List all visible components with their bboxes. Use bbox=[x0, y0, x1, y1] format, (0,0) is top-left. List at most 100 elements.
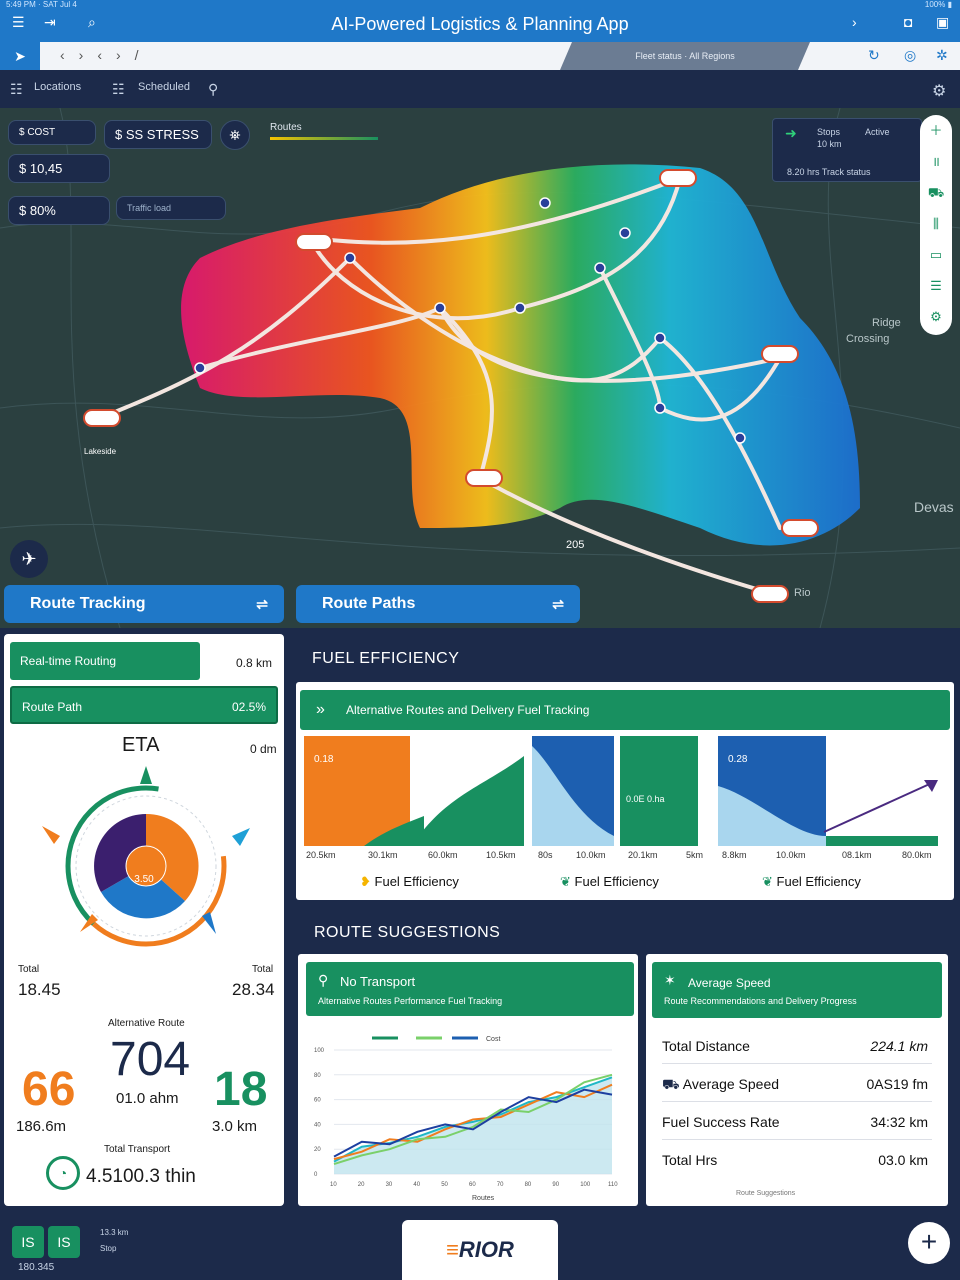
tick-label: 10.5km bbox=[486, 850, 516, 860]
chart-x-label: Routes bbox=[472, 1195, 495, 1202]
route-path-row[interactable]: Route Path 02.5% bbox=[10, 686, 278, 724]
fuel-legend-2: ❦ Fuel Efficiency bbox=[560, 874, 659, 890]
series-area bbox=[334, 1077, 612, 1174]
tick-label: 10.0km bbox=[776, 850, 806, 860]
filter-icon[interactable]: ⫼ bbox=[933, 216, 939, 231]
truck-speed-icon: ⛟ bbox=[662, 1076, 680, 1092]
pin-rio[interactable] bbox=[751, 585, 789, 603]
pin-ridge[interactable] bbox=[761, 345, 799, 363]
total-left-value: 18.45 bbox=[18, 980, 61, 999]
box-icon[interactable]: ▭ bbox=[929, 247, 943, 262]
fuel-efficiency-card: » Alternative Routes and Delivery Fuel T… bbox=[296, 682, 954, 900]
menu-icon[interactable]: ☰ bbox=[12, 14, 25, 30]
tick-label: 80.0km bbox=[902, 850, 932, 860]
settings-small-icon[interactable]: ⚙ bbox=[930, 309, 942, 324]
stat-fuel-success: Fuel Success Rate 34:32 km bbox=[662, 1104, 932, 1140]
transport-card-sub: Alternative Routes Performance Fuel Trac… bbox=[318, 996, 503, 1006]
logo-text: RIOR bbox=[458, 1237, 514, 1262]
window-icon[interactable]: ▣ bbox=[936, 14, 950, 30]
total-transport-value: 4.5100.3 thin bbox=[86, 1166, 196, 1187]
breadcrumb[interactable]: ‹›‹›/ bbox=[60, 47, 153, 63]
pin-north[interactable] bbox=[659, 169, 697, 187]
total-right-value: 28.34 bbox=[232, 980, 275, 999]
footer-button-2-label: IS bbox=[57, 1234, 71, 1250]
cost-chip[interactable]: $ COST bbox=[8, 120, 96, 145]
percent-chip[interactable]: $ 80% bbox=[8, 196, 110, 225]
total-right-label: Total bbox=[252, 964, 274, 975]
truck-icon[interactable]: ⛟ bbox=[927, 185, 945, 200]
stress-chip[interactable]: $ SS STRESS bbox=[104, 120, 212, 149]
footer-caption-3: 180.345 bbox=[18, 1262, 55, 1273]
location-pin-icon[interactable]: ⚲ bbox=[208, 81, 219, 97]
settings-icon[interactable]: ✲ bbox=[936, 47, 948, 63]
x-tick-label: 50 bbox=[441, 1182, 448, 1188]
traffic-chip[interactable]: Traffic load bbox=[116, 196, 226, 220]
fuel-legend-3: ❦ Fuel Efficiency bbox=[762, 874, 861, 890]
legend-gradient bbox=[270, 137, 378, 140]
subbar-locations[interactable]: Locations bbox=[34, 81, 82, 93]
stat-average-speed: ⛟ Average Speed 0AS19 fm bbox=[662, 1066, 932, 1102]
fuel-tracking-label: Alternative Routes and Delivery Fuel Tra… bbox=[346, 703, 590, 717]
footer-button-1[interactable]: IS bbox=[12, 1226, 44, 1258]
place-label-devas: Devas bbox=[914, 499, 954, 515]
footer-button-2[interactable]: IS bbox=[48, 1226, 80, 1258]
refresh-icon[interactable]: ↻ bbox=[868, 47, 880, 63]
add-button[interactable]: + bbox=[908, 1222, 950, 1264]
tick-label: 10.0km bbox=[576, 850, 606, 860]
chevron-right-icon[interactable]: › bbox=[852, 14, 857, 30]
chart-e-area bbox=[718, 786, 826, 846]
route-info-box[interactable]: ➜ Stops Active 10 km 8.20 hrs Track stat… bbox=[772, 118, 922, 182]
map-canvas[interactable]: Crossing Rio Devas Ridge 205 Lakeside bbox=[0, 108, 960, 628]
globe-icon[interactable]: ◎ bbox=[904, 47, 917, 63]
tick-label: 8.8km bbox=[722, 850, 747, 860]
stat-label: Average Speed bbox=[682, 1076, 780, 1092]
pin-east[interactable] bbox=[781, 519, 819, 537]
zoom-in-icon[interactable]: ＋ bbox=[929, 123, 943, 138]
y-tick-label: 60 bbox=[314, 1098, 321, 1104]
subbar-scheduled[interactable]: Scheduled bbox=[138, 81, 190, 93]
series-line-3 bbox=[333, 1073, 613, 1166]
distance-chip-label: $ 10,45 bbox=[19, 161, 63, 176]
footer-button-1-label: IS bbox=[21, 1234, 35, 1250]
gear-icon[interactable]: ⚙ bbox=[932, 83, 947, 100]
share-icon[interactable]: ⇥ bbox=[44, 14, 56, 30]
layers-icon[interactable]: ⛯ bbox=[220, 120, 250, 150]
route-heatmap[interactable]: Crossing Rio Devas Ridge 205 Lakeside bbox=[0, 108, 960, 628]
route-paths-label: Route Paths bbox=[322, 595, 416, 612]
fuel-tick-row: 20.5km 30.1km 60.0km 10.5km 80s 10.0km 2… bbox=[306, 850, 946, 864]
tick-label: 08.1km bbox=[842, 850, 872, 860]
average-speed-header[interactable]: ✶ Average Speed Route Recommendations an… bbox=[652, 962, 942, 1018]
fuel-tracking-bar[interactable]: » Alternative Routes and Delivery Fuel T… bbox=[300, 690, 950, 730]
place-label-rio: Rio bbox=[794, 587, 811, 599]
route-tracking-button[interactable]: Route Tracking ⇌ bbox=[4, 585, 284, 623]
big-left-sub: 186.6m bbox=[16, 1118, 67, 1135]
list-icon[interactable]: ☰ bbox=[930, 278, 942, 293]
pin-west[interactable] bbox=[83, 409, 121, 427]
eta-gauge bbox=[42, 766, 250, 947]
sliders-icon: ⇌ bbox=[256, 596, 268, 612]
route-tracking-label: Route Tracking bbox=[30, 595, 146, 612]
x-tick-label: 10 bbox=[330, 1182, 337, 1188]
realtime-routing-row[interactable]: Real-time Routing bbox=[10, 642, 200, 680]
map-toolbar: ＋ ॥ ⛟ ⫼ ▭ ☰ ⚙ bbox=[920, 115, 952, 335]
back-button[interactable]: ➤ bbox=[0, 42, 40, 70]
search-icon[interactable]: ⌕ bbox=[88, 14, 96, 30]
pause-icon[interactable]: ॥ bbox=[932, 154, 940, 169]
y-tick-label: 40 bbox=[314, 1122, 321, 1128]
leaf-icon: ❦ bbox=[560, 874, 571, 889]
pin-crossing[interactable] bbox=[295, 233, 333, 251]
compass-icon[interactable]: ✈ bbox=[10, 540, 48, 578]
transport-card-header[interactable]: ⚲ No Transport Alternative Routes Perfor… bbox=[306, 962, 634, 1016]
distance-chip[interactable]: $ 10,45 bbox=[8, 154, 110, 183]
route-paths-button[interactable]: Route Paths ⇌ bbox=[296, 585, 580, 623]
y-tick-label: 80 bbox=[314, 1073, 321, 1079]
y-tick-label: 20 bbox=[314, 1147, 321, 1153]
average-speed-card: ✶ Average Speed Route Recommendations an… bbox=[646, 954, 948, 1206]
stat-label: Total Distance bbox=[662, 1038, 750, 1054]
calendar-icon[interactable]: ☷ bbox=[112, 81, 125, 97]
grid-icon[interactable]: ☷ bbox=[10, 81, 23, 97]
camera-icon[interactable]: ◘ bbox=[904, 14, 913, 30]
arrow-right-icon: ➜ bbox=[785, 125, 797, 141]
big-right-value: 18 bbox=[214, 1063, 268, 1116]
pin-center[interactable] bbox=[465, 469, 503, 487]
